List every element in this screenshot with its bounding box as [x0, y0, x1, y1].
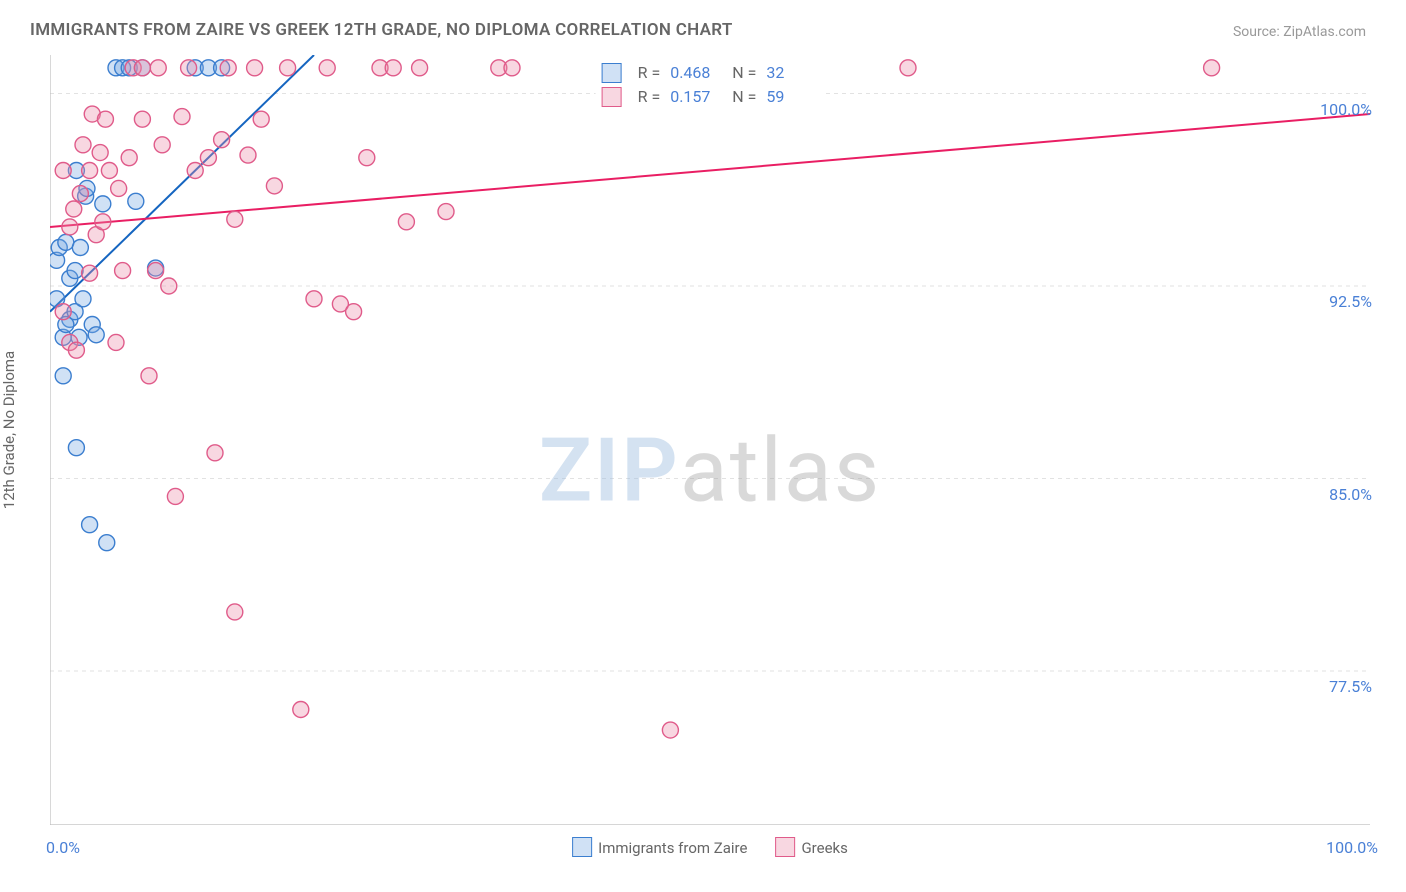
y-axis-label: 12th Grade, No Diploma	[0, 272, 18, 430]
y-axis-tick-label: 92.5%	[1329, 292, 1372, 311]
legend-item-greeks: Greeks	[775, 837, 847, 857]
plot-area: ZIPatlas 77.5%85.0%92.5%100.0% 0.0% 100.…	[50, 55, 1370, 825]
legend-bottom: Immigrants from Zaire Greeks	[572, 837, 848, 857]
y-axis-tick-label: 100.0%	[1320, 100, 1372, 119]
legend-stats-row: R = 0.468 N = 32	[602, 61, 819, 85]
legend-stats: R = 0.468 N = 32 R = 0.157 N = 59	[596, 59, 825, 111]
y-axis-tick-label: 77.5%	[1329, 677, 1372, 696]
scatter-svg	[50, 55, 1370, 825]
legend-swatch-icon	[602, 87, 622, 107]
chart-container: IMMIGRANTS FROM ZAIRE VS GREEK 12TH GRAD…	[0, 0, 1406, 892]
source-attribution: Source: ZipAtlas.com	[1233, 24, 1366, 40]
legend-item-zaire: Immigrants from Zaire	[572, 837, 747, 857]
legend-stats-row: R = 0.157 N = 59	[602, 85, 819, 109]
legend-swatch-icon	[572, 837, 592, 857]
x-axis-max-label: 100.0%	[1326, 838, 1378, 857]
legend-swatch-icon	[602, 63, 622, 83]
x-axis-min-label: 0.0%	[46, 838, 80, 857]
chart-title: IMMIGRANTS FROM ZAIRE VS GREEK 12TH GRAD…	[30, 20, 733, 40]
legend-swatch-icon	[775, 837, 795, 857]
y-axis-tick-label: 85.0%	[1329, 485, 1372, 504]
